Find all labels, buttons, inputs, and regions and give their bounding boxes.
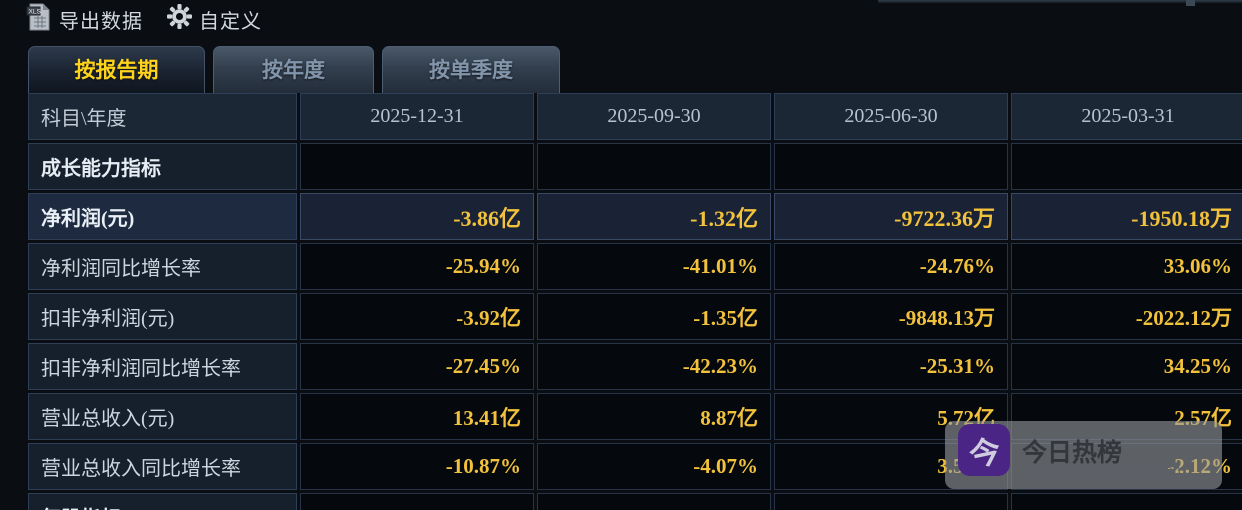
table-row: 净利润同比增长率 -25.94% -41.01% -24.76% 33.06% xyxy=(28,243,1242,290)
customize-label: 自定义 xyxy=(199,10,262,33)
row-value: 34.25% xyxy=(1010,343,1242,390)
customize-button[interactable]: 自定义 xyxy=(167,4,262,34)
watermark-title: 今日热榜 xyxy=(1022,439,1123,467)
row-value: -10.87% xyxy=(300,443,535,490)
watermark-domain: gaochengzhenxuan.com xyxy=(1022,462,1186,479)
export-xls-icon: XLS xyxy=(26,3,52,36)
table-row: 成长能力指标 xyxy=(28,143,1242,190)
tab-by-single-quarter[interactable]: 按单季度 xyxy=(382,46,560,93)
row-value: -4.07% xyxy=(537,443,771,490)
row-value: -27.45% xyxy=(300,343,535,390)
row-value xyxy=(774,493,1008,510)
row-value: 8.87亿 xyxy=(537,393,771,440)
row-label[interactable]: 扣非净利润(元) xyxy=(28,293,298,340)
hotlist-icon-glyph: 今 xyxy=(965,432,1004,474)
row-value: -1.35亿 xyxy=(537,293,771,340)
row-label[interactable]: 扣非净利润同比增长率 xyxy=(28,343,298,390)
row-value: -9848.13万 xyxy=(774,293,1008,340)
row-value: -24.76% xyxy=(774,243,1008,290)
row-value: -3.86亿 xyxy=(300,193,535,240)
period-tab-bar: 按报告期 按年度 按单季度 xyxy=(0,43,1242,93)
table-row: 营业总收入(元) 13.41亿 8.87亿 5.72亿 2.57亿 xyxy=(28,393,1242,440)
row-value: -1950.18万 xyxy=(1010,193,1242,240)
table-header-row: 科目\年度 2025-12-31 2025-09-30 2025-06-30 2… xyxy=(28,93,1242,140)
row-value: -2022.12万 xyxy=(1010,293,1242,340)
header-date-col: 2025-09-30 xyxy=(537,93,771,140)
row-value: 33.06% xyxy=(1010,243,1242,290)
svg-text:XLS: XLS xyxy=(29,8,42,15)
row-label[interactable]: 每股指标 xyxy=(28,493,298,510)
row-value: -9722.36万 xyxy=(774,193,1008,240)
scrollbar-nub xyxy=(1186,0,1195,6)
table-row: 净利润(元) -3.86亿 -1.32亿 -9722.36万 -1950.18万 xyxy=(28,193,1242,240)
row-value xyxy=(774,143,1008,190)
table-row: 扣非净利润同比增长率 -27.45% -42.23% -25.31% 34.25% xyxy=(28,343,1242,390)
row-label[interactable]: 营业总收入(元) xyxy=(28,393,298,440)
row-value: 13.41亿 xyxy=(300,393,535,440)
row-value xyxy=(1010,143,1242,190)
row-label[interactable]: 成长能力指标 xyxy=(28,143,298,190)
row-value: -41.01% xyxy=(537,243,771,290)
row-value: -25.31% xyxy=(774,343,1008,390)
header-date-col: 2025-03-31 xyxy=(1010,93,1242,140)
tab-by-report-period[interactable]: 按报告期 xyxy=(28,46,205,93)
table-body: 成长能力指标 净利润(元) -3.86亿 -1.32亿 -9722.36万 -1950.1… xyxy=(28,143,1242,510)
financial-table-container: 科目\年度 2025-12-31 2025-09-30 2025-06-30 2… xyxy=(25,90,1242,510)
hotlist-app-icon: 今 xyxy=(958,424,1010,476)
row-value xyxy=(537,143,771,190)
export-data-button[interactable]: XLS 导出数据 xyxy=(26,3,143,36)
header-date-col: 2025-06-30 xyxy=(774,93,1008,140)
row-value xyxy=(300,493,535,510)
panel-top-divider xyxy=(878,0,1242,3)
table-row: 每股指标 xyxy=(28,493,1242,510)
row-label[interactable]: 净利润(元) xyxy=(28,193,298,240)
gear-icon xyxy=(167,4,192,34)
table-row: 扣非净利润(元) -3.92亿 -1.35亿 -9848.13万 -2022.12万 xyxy=(28,293,1242,340)
row-value xyxy=(537,493,771,510)
financial-indicators-table: 科目\年度 2025-12-31 2025-09-30 2025-06-30 2… xyxy=(25,90,1242,510)
row-value: -3.92亿 xyxy=(300,293,535,340)
header-subject-year: 科目\年度 xyxy=(28,93,298,140)
watermark: 今 今日热榜 gaochengzhenxuan.com xyxy=(945,421,1222,489)
row-value: -42.23% xyxy=(537,343,771,390)
export-data-label: 导出数据 xyxy=(59,10,143,33)
row-value xyxy=(1010,493,1242,510)
row-value: -25.94% xyxy=(300,243,535,290)
row-value xyxy=(300,143,535,190)
toolbar: XLS 导出数据 xyxy=(0,0,1242,38)
tab-by-year[interactable]: 按年度 xyxy=(213,46,374,93)
header-date-col: 2025-12-31 xyxy=(300,93,535,140)
row-value: -1.32亿 xyxy=(537,193,771,240)
row-label[interactable]: 净利润同比增长率 xyxy=(28,243,298,290)
row-label[interactable]: 营业总收入同比增长率 xyxy=(28,443,298,490)
